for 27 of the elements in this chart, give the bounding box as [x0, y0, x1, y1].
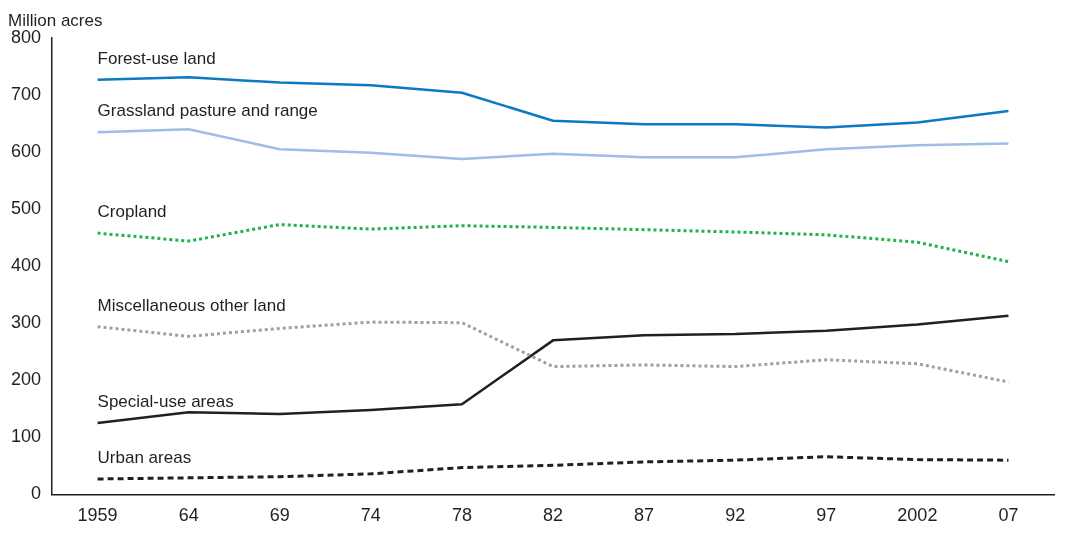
y-tick-label: 500: [10, 198, 42, 219]
series-label: Forest-use land: [97, 48, 216, 68]
line-series: [96, 223, 1010, 264]
x-tick-label: 78: [451, 505, 472, 526]
x-tick-label: 2002: [897, 505, 938, 526]
y-tick-label: 300: [10, 312, 42, 333]
x-tick-label: 07: [998, 505, 1019, 526]
series-label: Grassland pasture and range: [97, 101, 318, 121]
series-label: Urban areas: [97, 448, 192, 467]
x-tick-label: 64: [178, 505, 199, 526]
y-tick-label: 400: [10, 255, 42, 276]
x-tick-label: 74: [360, 505, 381, 526]
x-tick-label: 92: [725, 505, 746, 526]
y-tick-label: 600: [10, 141, 42, 162]
y-tick-label: 700: [10, 84, 42, 105]
series-label: Miscellaneous other land: [97, 295, 286, 315]
y-tick-label: 0: [31, 483, 42, 504]
x-tick-label: 97: [816, 505, 837, 526]
x-tick-label: 87: [634, 505, 655, 526]
series-label: Special-use areas: [97, 392, 234, 412]
series-label: Cropland: [97, 202, 167, 222]
line-series: [96, 320, 1010, 384]
x-tick-label: 69: [269, 505, 290, 526]
x-tick-label: 82: [543, 505, 564, 526]
x-tick-label: 1959: [77, 505, 118, 526]
y-tick-label: 100: [10, 426, 42, 447]
y-tick-label: 200: [10, 369, 42, 390]
